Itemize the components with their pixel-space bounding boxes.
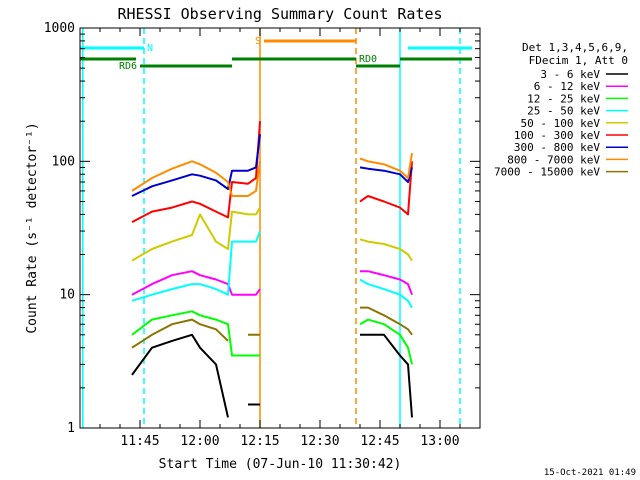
- legend: Det 1,3,4,5,6,9,FDecim 1, Att 03 - 6 keV…: [494, 41, 628, 179]
- axes: 11:45 12:00 12:15 12:30 12:45 13:00 1 10 100 1000: [44, 21, 481, 449]
- y-tick-label-0: 1: [67, 421, 75, 436]
- legend-label-3: 25 - 50 keV: [527, 105, 600, 118]
- flag-label-n: N: [147, 43, 153, 54]
- y-tick-label-3: 1000: [44, 21, 75, 36]
- series-line-8: [131, 306, 413, 349]
- plot-frame: [79, 27, 481, 429]
- legend-label-1: 6 - 12 keV: [534, 80, 601, 93]
- flag-label-rd6: RD6: [119, 61, 137, 72]
- series-line-6: [131, 133, 413, 197]
- x-tick-label-5: 13:00: [420, 434, 459, 449]
- legend-header-0: Det 1,3,4,5,6,9,: [522, 41, 628, 54]
- flag-label-s: S: [255, 36, 261, 47]
- series-line-5: [131, 121, 413, 223]
- series-line-0: [131, 333, 413, 418]
- x-axis-label: Start Time (07-Jun-10 11:30:42): [159, 457, 402, 472]
- x-tick-label-2: 12:15: [240, 434, 279, 449]
- series-line-4: [131, 207, 413, 262]
- chart-title: RHESSI Observing Summary Count Rates: [117, 5, 442, 23]
- series-line-7: [131, 153, 413, 197]
- legend-label-2: 12 - 25 keV: [527, 92, 600, 105]
- legend-header-1: FDecim 1, Att 0: [529, 54, 628, 67]
- x-tick-label-4: 12:45: [360, 434, 399, 449]
- legend-label-6: 300 - 800 keV: [514, 141, 600, 154]
- legend-label-8: 7000 - 15000 keV: [494, 166, 600, 179]
- plot-area: N S RD0 RD6: [80, 28, 472, 428]
- series-line-2: [131, 310, 413, 365]
- legend-label-0: 3 - 6 keV: [540, 68, 600, 81]
- series-line-3: [131, 230, 413, 309]
- y-axis-label: Count Rate (s⁻¹ detector⁻¹): [25, 122, 40, 333]
- legend-label-7: 800 - 7000 keV: [507, 153, 600, 166]
- timestamp: 15-Oct-2021 01:49: [544, 468, 636, 478]
- x-tick-label-1: 12:00: [180, 434, 219, 449]
- legend-label-4: 50 - 100 keV: [521, 117, 601, 130]
- flag-label-rd0: RD0: [359, 54, 377, 65]
- x-tick-label-0: 11:45: [120, 434, 159, 449]
- x-tick-label-3: 12:30: [300, 434, 339, 449]
- series-line-1: [131, 270, 413, 296]
- y-tick-label-1: 10: [59, 288, 75, 303]
- y-tick-label-2: 100: [52, 154, 75, 169]
- legend-label-5: 100 - 300 keV: [514, 129, 600, 142]
